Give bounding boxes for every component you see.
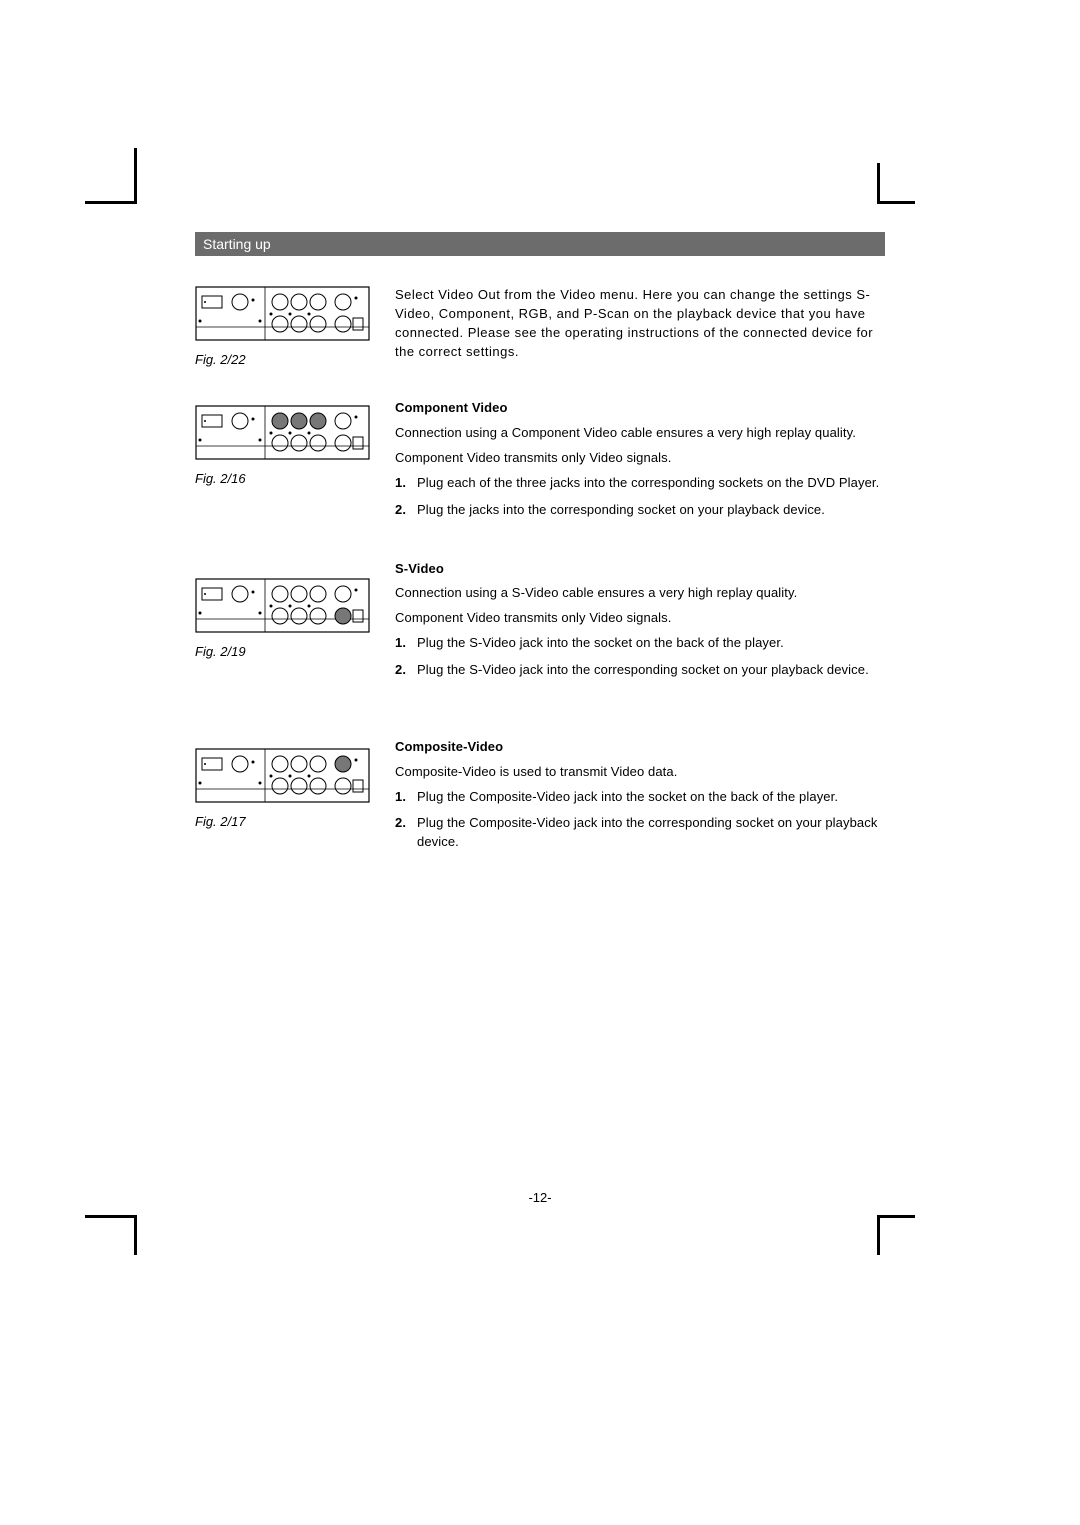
crop-mark bbox=[877, 163, 880, 203]
page-number-text: -12- bbox=[528, 1190, 551, 1205]
figure-col: Fig. 2/22 bbox=[195, 286, 395, 367]
row-svideo: Fig. 2/19 S-Video Connection using a S-V… bbox=[195, 556, 885, 688]
composite-step1: Plug the Composite-Video jack into the s… bbox=[395, 788, 885, 807]
figure-caption: Fig. 2/19 bbox=[195, 644, 395, 659]
crop-mark bbox=[877, 201, 915, 204]
composite-step2: Plug the Composite-Video jack into the c… bbox=[395, 814, 885, 852]
rear-panel-diagram bbox=[195, 578, 370, 633]
text-col: Select Video Out from the Video menu. He… bbox=[395, 286, 885, 367]
row-intro: Fig. 2/22 Select Video Out from the Vide… bbox=[195, 286, 885, 367]
row-component: Fig. 2/16 Component Video Connection usi… bbox=[195, 395, 885, 527]
crop-mark bbox=[134, 148, 137, 203]
svideo-step1: Plug the S-Video jack into the socket on… bbox=[395, 634, 885, 653]
svideo-heading: S-Video bbox=[395, 560, 885, 579]
figure-caption: Fig. 2/16 bbox=[195, 471, 395, 486]
crop-mark bbox=[85, 1215, 137, 1218]
text-col: Composite-Video Composite-Video is used … bbox=[395, 734, 885, 860]
svideo-p2: Component Video transmits only Video sig… bbox=[395, 609, 885, 628]
intro-text: Select Video Out from the Video menu. He… bbox=[395, 286, 885, 361]
component-p1: Connection using a Component Video cable… bbox=[395, 424, 885, 443]
figure-caption: Fig. 2/22 bbox=[195, 352, 395, 367]
component-p2: Component Video transmits only Video sig… bbox=[395, 449, 885, 468]
crop-mark bbox=[877, 1215, 880, 1255]
component-steps: Plug each of the three jacks into the co… bbox=[395, 474, 885, 520]
crop-mark bbox=[134, 1215, 137, 1255]
svideo-steps: Plug the S-Video jack into the socket on… bbox=[395, 634, 885, 680]
page-content: Starting up bbox=[195, 232, 885, 888]
page-number: -12- bbox=[195, 1190, 885, 1205]
figure-caption: Fig. 2/17 bbox=[195, 814, 395, 829]
svideo-step2: Plug the S-Video jack into the correspon… bbox=[395, 661, 885, 680]
composite-heading: Composite-Video bbox=[395, 738, 885, 757]
section-header-text: Starting up bbox=[203, 236, 271, 252]
section-header: Starting up bbox=[195, 232, 885, 256]
rear-panel-diagram bbox=[195, 286, 370, 341]
figure-col: Fig. 2/19 bbox=[195, 556, 395, 688]
svideo-p1: Connection using a S-Video cable ensures… bbox=[395, 584, 885, 603]
crop-mark bbox=[877, 1215, 915, 1218]
rear-panel-diagram bbox=[195, 405, 370, 460]
component-step2: Plug the jacks into the corresponding so… bbox=[395, 501, 885, 520]
component-heading: Component Video bbox=[395, 399, 885, 418]
rear-panel-diagram bbox=[195, 748, 370, 803]
figure-col: Fig. 2/17 bbox=[195, 734, 395, 860]
crop-mark bbox=[85, 201, 137, 204]
figure-col: Fig. 2/16 bbox=[195, 395, 395, 527]
text-col: S-Video Connection using a S-Video cable… bbox=[395, 556, 885, 688]
text-col: Component Video Connection using a Compo… bbox=[395, 395, 885, 527]
row-composite: Fig. 2/17 Composite-Video Composite-Vide… bbox=[195, 734, 885, 860]
composite-p1: Composite-Video is used to transmit Vide… bbox=[395, 763, 885, 782]
composite-steps: Plug the Composite-Video jack into the s… bbox=[395, 788, 885, 853]
component-step1: Plug each of the three jacks into the co… bbox=[395, 474, 885, 493]
